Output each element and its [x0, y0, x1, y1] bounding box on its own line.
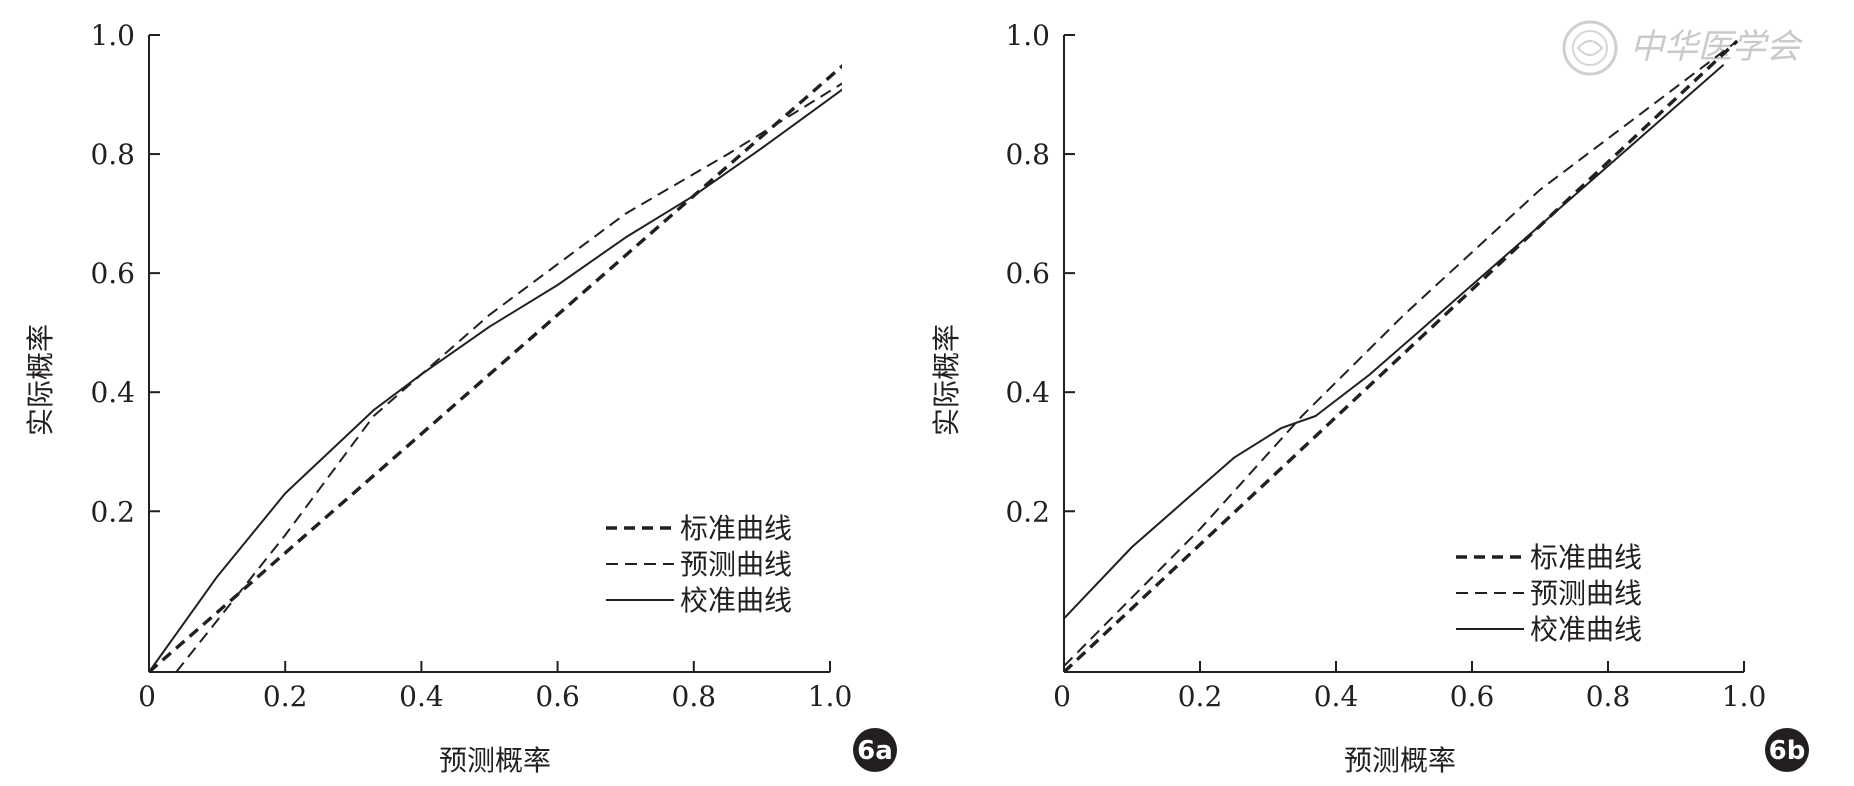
series-line-1 — [149, 63, 842, 673]
y-tick-label: 0.6 — [1005, 257, 1050, 290]
axes: 0 0.2 0.4 0.6 0.8 1.0 0.2 0.4 0.6 0.8 1.0 — [1005, 19, 1766, 713]
series-line-3 — [1064, 64, 1725, 620]
y-tick-label: 0.4 — [90, 376, 135, 409]
x-tick-label: 0.8 — [1586, 680, 1631, 713]
y-tick-label: 0.8 — [1005, 138, 1050, 171]
x-tick-label: 0 — [1053, 680, 1071, 713]
plot-area — [149, 63, 842, 673]
series-line-2 — [1064, 40, 1738, 667]
series-line-2 — [175, 82, 842, 673]
x-tick-label: 0.2 — [1178, 680, 1223, 713]
x-tick-label: 0.2 — [263, 680, 308, 713]
x-tick-label: 0.6 — [535, 680, 580, 713]
x-tick-label: 0.4 — [399, 680, 444, 713]
legend-label: 预测曲线 — [1530, 577, 1642, 610]
x-tick-label: 0.4 — [1314, 680, 1359, 713]
y-tick-label: 0.2 — [1005, 495, 1050, 528]
watermark-text: 中华医学会 — [1630, 27, 1804, 67]
legend-label: 校准曲线 — [680, 584, 792, 617]
x-axis-title: 预测概率 — [439, 744, 551, 777]
legend-label: 预测曲线 — [680, 548, 792, 581]
panel-badge: 6b — [1765, 728, 1809, 772]
x-tick-label: 1.0 — [808, 680, 853, 713]
x-axis-title: 预测概率 — [1344, 744, 1456, 777]
axes: 0 0.2 0.4 0.6 0.8 1.0 0.2 0.4 0.6 0.8 1.0 — [90, 19, 852, 713]
y-axis-title: 实际概率 — [24, 324, 57, 436]
chart-panel-6a: 0 0.2 0.4 0.6 0.8 1.0 0.2 0.4 0.6 0.8 1.0 标准曲线预测曲线… — [24, 19, 897, 777]
legend-label: 标准曲线 — [680, 512, 792, 545]
x-tick-label: 1.0 — [1722, 680, 1767, 713]
chart-panel-6b: 0 0.2 0.4 0.6 0.8 1.0 0.2 0.4 0.6 0.8 1.0 标准曲线预测曲线… — [930, 19, 1809, 777]
series-line-1 — [1064, 39, 1739, 673]
legend-label: 标准曲线 — [1530, 541, 1642, 574]
legend-label: 校准曲线 — [1530, 613, 1642, 646]
x-tick-label: 0.8 — [672, 680, 717, 713]
panel-label: 6b — [1769, 736, 1806, 766]
watermark: 中华医学会 — [1562, 20, 1804, 76]
y-tick-label: 1.0 — [1005, 19, 1050, 52]
x-tick-label: 0 — [138, 680, 156, 713]
y-tick-label: 0.8 — [90, 138, 135, 171]
y-tick-label: 0.4 — [1005, 376, 1050, 409]
y-tick-label: 1.0 — [90, 19, 135, 52]
watermark-seal-icon — [1562, 20, 1618, 76]
panel-label: 6a — [857, 736, 893, 766]
y-tick-label: 0.6 — [90, 257, 135, 290]
panel-badge: 6a — [853, 728, 897, 772]
y-tick-label: 0.2 — [90, 495, 135, 528]
series-line-3 — [149, 88, 842, 673]
y-axis-title: 实际概率 — [930, 324, 963, 436]
plot-area — [1064, 39, 1739, 673]
x-tick-label: 0.6 — [1450, 680, 1495, 713]
